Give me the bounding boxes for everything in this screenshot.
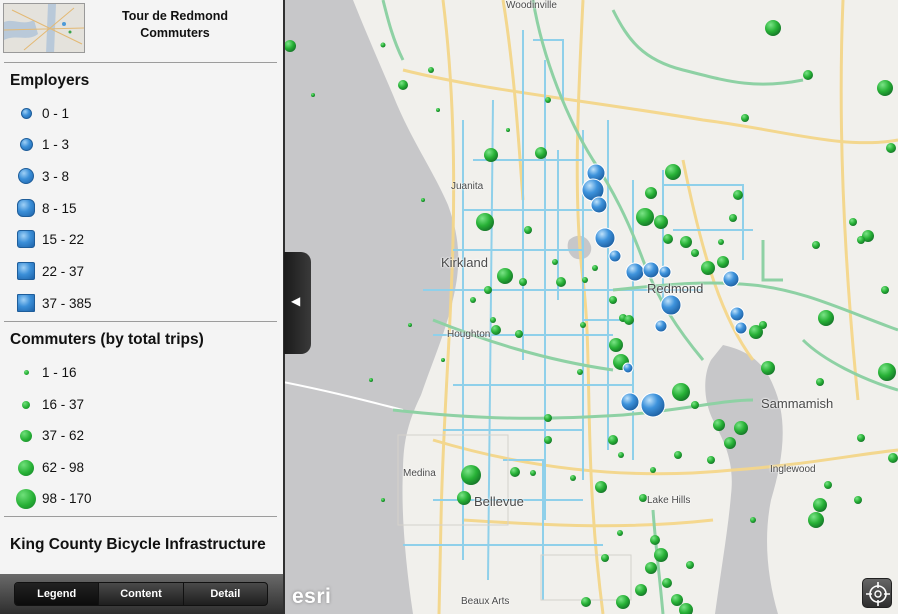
commuter-symbol-icon — [22, 401, 30, 409]
divider — [4, 516, 277, 517]
commuter-points[interactable] — [284, 20, 898, 614]
employer-symbol-icon — [18, 168, 34, 184]
place-label: Juanita — [451, 181, 484, 192]
place-label: Houghton — [447, 329, 491, 340]
map-thumbnail[interactable] — [3, 3, 85, 53]
place-label: Woodinville — [506, 0, 557, 11]
segmented-control: Legend Content Detail — [14, 582, 268, 606]
legend-item-label: 3 - 8 — [42, 169, 70, 184]
map-canvas[interactable] — [283, 0, 898, 614]
map-view[interactable]: Woodinville Juanita Kirkland Redmond Hou… — [283, 0, 898, 614]
legend-item-employers-5: 22 - 37 — [0, 260, 283, 284]
place-label: Lake Hills — [647, 495, 691, 506]
legend-item-label: 8 - 15 — [42, 201, 77, 216]
collapse-panel-button[interactable]: ◀ — [284, 252, 311, 354]
commuter-symbol-icon — [18, 460, 34, 476]
bike-trails — [381, 0, 898, 614]
legend-item-label: 37 - 62 — [42, 428, 85, 443]
legend-item-employers-2: 3 - 8 — [0, 165, 283, 189]
commuters-heading: Commuters (by total trips) — [10, 331, 204, 348]
app-title-line-1: Tour de Redmond — [121, 9, 228, 23]
legend-item-employers-1: 1 - 3 — [0, 133, 283, 157]
legend-item-commuters-3: 62 - 98 — [0, 456, 283, 480]
legend-item-label: 62 - 98 — [42, 460, 85, 475]
lake-washington — [283, 0, 459, 614]
place-label: Beaux Arts — [461, 596, 510, 607]
place-label: Medina — [403, 468, 436, 479]
tab-detail[interactable]: Detail — [210, 588, 241, 600]
place-label: Sammamish — [761, 396, 834, 411]
commuter-symbol-icon — [24, 370, 29, 375]
legend-panel: Tour de Redmond Commuters Employers 0 - … — [0, 0, 283, 614]
tab-content[interactable]: Content — [99, 583, 184, 605]
app-title-line-2: Commuters — [140, 26, 210, 40]
triangle-left-icon: ◀ — [291, 294, 301, 308]
legend-item-commuters-1: 16 - 37 — [0, 393, 283, 417]
employer-symbol-icon — [17, 294, 35, 312]
legend-item-commuters-0: 1 - 16 — [0, 361, 283, 385]
panel-tab-bar: Legend Content Detail — [0, 574, 283, 614]
legend-item-label: 37 - 385 — [42, 296, 92, 311]
crosshair-locate-icon — [866, 582, 890, 606]
place-label: Bellevue — [474, 494, 524, 509]
legend-item-label: 98 - 170 — [42, 491, 92, 506]
legend-item-employers-0: 0 - 1 — [0, 102, 283, 126]
legend-item-label: 1 - 3 — [42, 137, 70, 152]
commuter-symbol-icon — [16, 489, 36, 509]
locate-button[interactable] — [862, 578, 892, 608]
legend-item-label: 15 - 22 — [42, 232, 85, 247]
place-label: Kirkland — [441, 255, 488, 270]
employer-symbol-icon — [20, 138, 33, 151]
employer-symbol-icon — [21, 108, 32, 119]
esri-logo: esri — [292, 585, 332, 608]
divider — [4, 62, 277, 63]
commuter-symbol-icon — [20, 430, 32, 442]
infrastructure-heading: King County Bicycle Infrastructure — [10, 536, 266, 553]
lake-sammamish — [705, 345, 783, 614]
employers-heading: Employers — [10, 72, 90, 89]
legend-item-label: 16 - 37 — [42, 397, 85, 412]
legend-item-commuters-4: 98 - 170 — [0, 487, 283, 511]
tab-legend[interactable]: Legend — [15, 583, 100, 605]
divider — [4, 321, 277, 322]
legend-item-employers-4: 15 - 22 — [0, 228, 283, 252]
legend-item-commuters-2: 37 - 62 — [0, 424, 283, 448]
legend-item-label: 1 - 16 — [42, 365, 77, 380]
legend-item-employers-3: 8 - 15 — [0, 197, 283, 221]
legend-item-label: 0 - 1 — [42, 106, 70, 121]
employer-symbol-icon — [17, 199, 35, 217]
legend-item-employers-6: 37 - 385 — [0, 292, 283, 316]
employer-symbol-icon — [17, 230, 35, 248]
place-label: Inglewood — [770, 464, 816, 475]
place-label: Redmond — [647, 281, 704, 296]
legend-item-label: 22 - 37 — [42, 264, 85, 279]
employer-symbol-icon — [17, 262, 35, 280]
employer-points[interactable] — [581, 163, 748, 418]
app-title: Tour de Redmond Commuters — [100, 8, 250, 42]
